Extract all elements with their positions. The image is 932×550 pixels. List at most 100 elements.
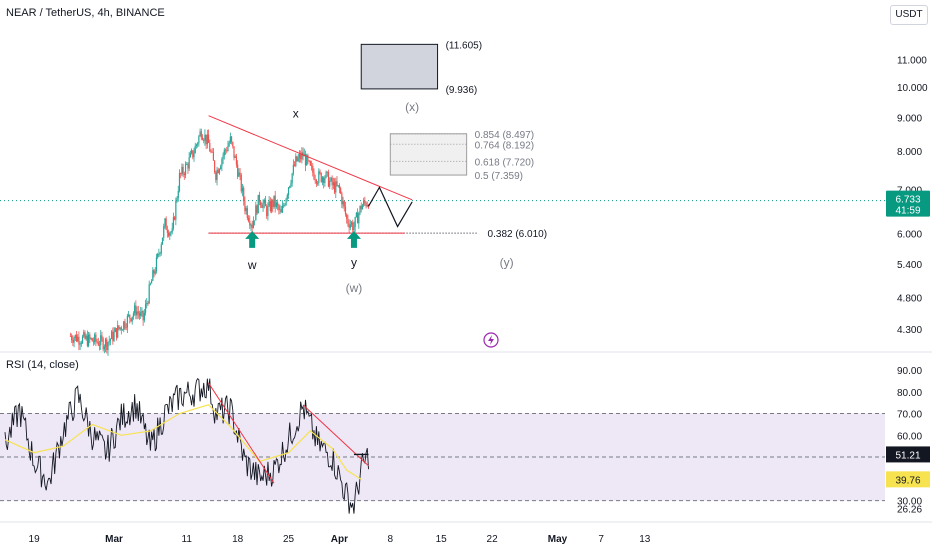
candle-body: [73, 338, 75, 343]
candle-body: [198, 136, 200, 144]
candle-body: [360, 205, 362, 210]
candle-body: [217, 169, 219, 174]
rsi-ma-badge: [886, 471, 930, 488]
candle-body: [216, 169, 218, 180]
candle-body: [112, 331, 114, 341]
candle-body: [272, 200, 274, 208]
candle-body: [261, 205, 263, 208]
rsi-title[interactable]: RSI (14, close): [6, 359, 79, 371]
candle-body: [155, 257, 158, 272]
candle-body: [347, 218, 349, 224]
candle-body: [343, 201, 345, 207]
fib-zone: [389, 133, 468, 176]
candle-body: [317, 182, 319, 184]
currency-unit-button[interactable]: USDT: [890, 5, 928, 25]
candle-body: [118, 325, 120, 329]
time-tick-label: 8: [388, 534, 394, 545]
candle-body: [89, 334, 91, 339]
candle-body: [342, 201, 344, 205]
fib-level-label: 0.764 (8.192): [475, 140, 535, 151]
candle-body: [234, 156, 236, 158]
rsi-tick-label: 90.00: [897, 366, 922, 377]
candle-body: [235, 156, 238, 165]
candle-body: [169, 232, 171, 236]
candle-body: [88, 334, 90, 346]
candle-body: [359, 205, 361, 214]
candle-body: [243, 187, 245, 202]
candle-body: [127, 314, 130, 316]
candle-body: [281, 205, 284, 213]
candle-body: [157, 253, 159, 258]
wave-label: y: [351, 256, 357, 270]
candle-body: [206, 134, 208, 145]
candle-body: [246, 207, 248, 219]
event-bolt-icon: [488, 335, 494, 345]
candle-body: [350, 222, 353, 225]
candle-body: [193, 153, 195, 158]
candle-body: [268, 201, 270, 206]
candle-body: [233, 146, 235, 158]
candle-body: [183, 173, 185, 176]
candle-body: [290, 183, 292, 187]
candle-body: [325, 171, 327, 178]
candle-body: [258, 194, 261, 202]
candle-body: [220, 166, 222, 170]
price-tick-label: 10.000: [897, 83, 928, 94]
candle-body: [319, 171, 321, 173]
candle-body: [126, 315, 128, 328]
candle-body: [77, 336, 79, 342]
candle-body: [69, 335, 72, 337]
candle-body: [140, 312, 142, 316]
candle-body: [237, 164, 239, 177]
candle-body: [120, 327, 122, 330]
rsi-tick-label: 60.00: [897, 431, 922, 442]
wave-label: (y): [500, 256, 514, 270]
candle-body: [363, 200, 365, 206]
candle-body: [201, 137, 204, 140]
candle-body: [164, 218, 166, 227]
candle-body: [341, 193, 343, 205]
candle-body: [192, 150, 194, 158]
time-tick-label: 18: [232, 534, 244, 545]
candle-body: [98, 345, 101, 346]
candle-body: [232, 141, 234, 147]
candle-body: [223, 149, 225, 156]
rsi-value-badge: [886, 446, 930, 463]
price-tick-label: 9.000: [897, 113, 922, 124]
candle-body: [165, 218, 167, 230]
candle-body: [314, 179, 316, 181]
candle-body: [148, 284, 150, 304]
wave-label: w: [247, 258, 257, 272]
candle-body: [353, 226, 355, 231]
candle-body: [85, 335, 87, 339]
rsi-ma-value: 39.76: [895, 475, 920, 486]
price-tick-label: 4.300: [897, 325, 922, 336]
candle-body: [101, 335, 103, 339]
candle-body: [188, 157, 190, 169]
candle-body: [103, 346, 105, 350]
candle-body: [79, 343, 81, 345]
time-tick-label: 19: [29, 534, 41, 545]
candle-body: [203, 139, 205, 141]
target-bottom-label: (9.936): [446, 85, 478, 96]
fib-level-label: 0.5 (7.359): [475, 171, 523, 182]
candle-body: [252, 221, 254, 228]
candle-body: [269, 201, 271, 211]
candle-body: [97, 342, 99, 346]
time-tick-label: Apr: [331, 534, 348, 545]
candle-body: [366, 205, 368, 207]
candle-body: [222, 155, 224, 160]
candle-body: [301, 152, 303, 160]
candle-body: [285, 198, 287, 205]
candle-body: [344, 206, 347, 215]
candle-body: [310, 165, 313, 167]
time-tick-label: 22: [487, 534, 499, 545]
rsi-tick-label: 26.26: [897, 505, 922, 516]
candle-body: [109, 339, 112, 341]
candle-body: [355, 212, 357, 217]
candle-body: [331, 177, 333, 186]
candle-body: [240, 174, 242, 192]
candle-body: [247, 218, 250, 222]
candle-body: [264, 199, 267, 207]
